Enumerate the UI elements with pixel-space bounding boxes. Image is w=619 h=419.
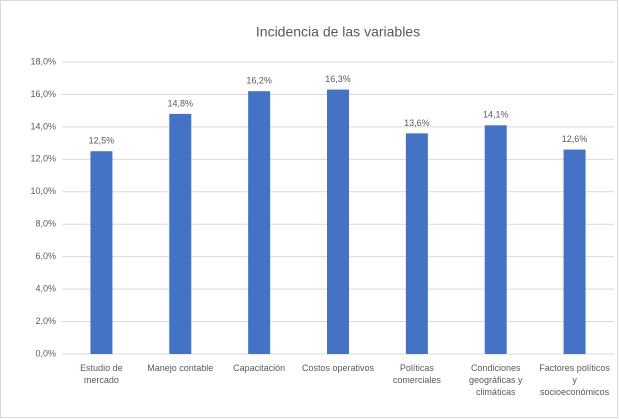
bar	[169, 113, 192, 355]
x-tick-label: Políticas comerciales	[392, 363, 441, 385]
y-tick-label: 6,0%	[35, 251, 56, 261]
bar	[405, 133, 428, 354]
data-label: 12,6%	[562, 134, 588, 144]
y-tick-label: 4,0%	[35, 283, 56, 293]
y-tick-label: 10,0%	[30, 186, 56, 196]
x-tick-label: Manejo contable	[147, 363, 214, 373]
data-label: 13,6%	[404, 118, 430, 128]
data-label: 14,8%	[168, 98, 194, 108]
bar	[248, 91, 271, 354]
y-tick-label: 8,0%	[35, 219, 56, 229]
x-tick-label: Capacitación	[233, 363, 286, 373]
bar	[484, 125, 507, 355]
data-label: 12,5%	[89, 136, 115, 146]
y-tick-label: 18,0%	[30, 56, 56, 66]
x-tick-label: Estudio de mercado	[80, 363, 123, 385]
x-tick-label: Factores políticos y socioeconómicos	[539, 363, 610, 397]
data-label: 16,2%	[246, 76, 272, 86]
y-tick-label: 12,0%	[30, 154, 56, 164]
y-tick-label: 2,0%	[35, 316, 56, 326]
data-label: 14,1%	[483, 110, 509, 120]
bar	[90, 151, 113, 354]
chart-title: Incidencia de las variables	[256, 24, 420, 40]
x-tick-label: Costos operativos	[301, 363, 375, 373]
x-tick-label: Condiciones geográficas y climáticas	[468, 363, 523, 397]
bar	[563, 149, 586, 354]
data-label: 16,3%	[325, 74, 351, 84]
bar	[327, 89, 349, 355]
y-tick-label: 0,0%	[35, 348, 56, 358]
y-tick-label: 16,0%	[30, 89, 56, 99]
y-tick-label: 14,0%	[30, 121, 56, 131]
